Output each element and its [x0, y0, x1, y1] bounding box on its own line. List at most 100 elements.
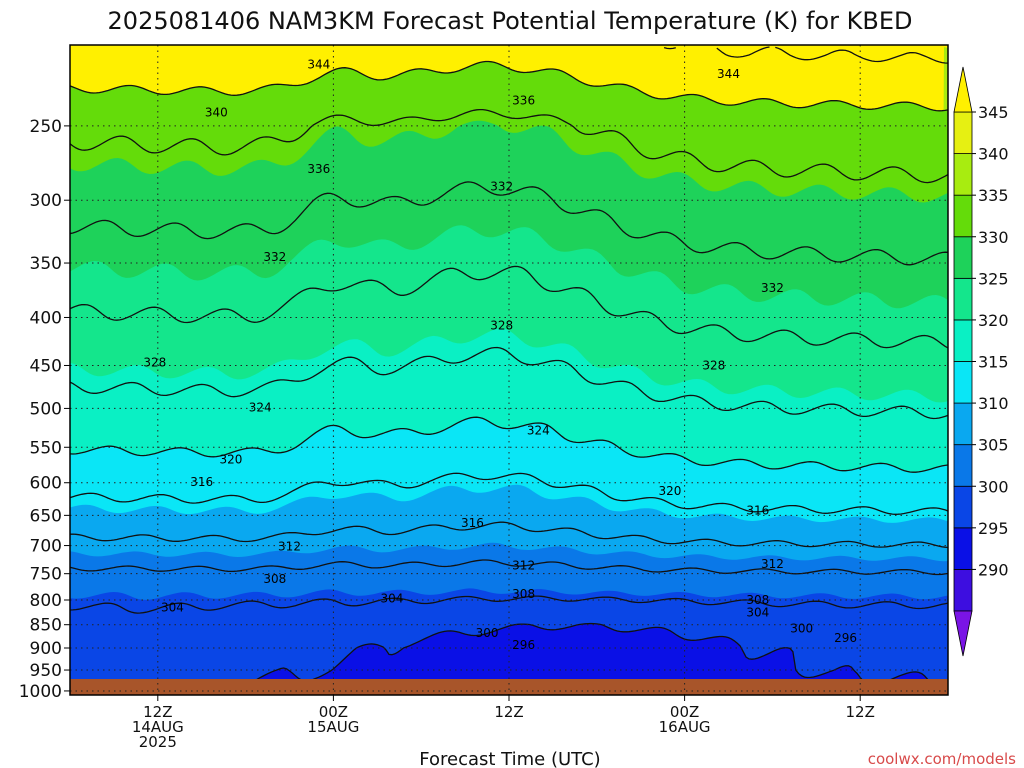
contour-label: 304 [161, 601, 184, 615]
x-tick-label: 12Z [494, 703, 523, 721]
contour-label: 316 [190, 475, 213, 489]
colorbar-cell [953, 361, 973, 404]
colorbar-cell [953, 111, 973, 154]
colorbar-cell [953, 236, 973, 279]
band-300 [70, 623, 948, 695]
y-tick-label: 1000 [19, 682, 62, 702]
x-tick-label: 16AUG [659, 718, 711, 736]
y-tick-label: 550 [30, 438, 62, 458]
y-tick-label: 900 [30, 639, 62, 659]
contour-label: 300 [476, 626, 499, 640]
contour-328 [70, 265, 948, 349]
colorbar: 345 340 335 330 325 320 315 310 305 300 295 290 [953, 66, 1009, 657]
y-tick-label: 850 [30, 616, 62, 636]
contour-label: 332 [761, 281, 784, 295]
contour-label: 336 [512, 94, 535, 108]
contour-label: 320 [659, 484, 682, 498]
colorbar-cell [953, 153, 973, 196]
contour-344 [663, 46, 948, 64]
contour-label: 308 [512, 587, 535, 601]
colorbar-label: 320 [978, 311, 1009, 330]
contour-label: 324 [249, 401, 272, 415]
x-tick-label: 14AUG [132, 718, 184, 736]
contour-340 [70, 60, 948, 112]
contour-label: 340 [205, 106, 228, 120]
colorbar-arrow-top [953, 66, 973, 113]
y-tick-label: 700 [30, 537, 62, 557]
contour-label: 296 [834, 631, 857, 645]
colorbar-label: 290 [978, 560, 1009, 579]
contour-label: 312 [278, 540, 301, 554]
contour-lines [70, 46, 948, 692]
contour-label: 300 [790, 622, 813, 636]
colorbar-label: 340 [978, 145, 1009, 164]
contour-320 [70, 416, 948, 473]
contour-label: 312 [512, 558, 535, 572]
contour-label: 296 [512, 638, 535, 652]
colorbar-cell [953, 485, 973, 529]
contour-label: 344 [717, 67, 740, 81]
colorbar-label: 330 [978, 228, 1009, 247]
contour-label: 316 [746, 503, 769, 517]
grid-lines [70, 45, 948, 695]
contour-label: 328 [143, 356, 166, 370]
colorbar-label: 325 [978, 269, 1009, 288]
colorbar-arrow-bottom [953, 610, 973, 657]
colorbar-label: 335 [978, 186, 1009, 205]
y-tick-label: 600 [30, 474, 62, 494]
x-tick-label: 12Z [846, 703, 875, 721]
plot-area: 344 344 340 336 336 332 332 332 328 328 328 324 324 3… [70, 45, 948, 695]
contour-label: 332 [263, 250, 286, 264]
colorbar-label: 305 [978, 436, 1009, 455]
contour-label: 328 [490, 319, 513, 333]
x-tick-label: 2025 [139, 733, 177, 751]
surface-terrain [70, 679, 948, 695]
colorbar-cell [953, 444, 973, 487]
y-tick-label: 350 [30, 254, 62, 274]
colorbar-label: 315 [978, 353, 1009, 372]
contour-label: 328 [702, 358, 725, 372]
contour-324 [70, 346, 948, 420]
y-tick-label: 750 [30, 565, 62, 585]
colorbar-cell [953, 194, 973, 238]
y-tick-label: 500 [30, 399, 62, 419]
contour-label: 312 [761, 557, 784, 571]
y-tick-label: 250 [30, 117, 62, 137]
y-tick-label: 300 [30, 191, 62, 211]
contour-label: 324 [527, 424, 550, 438]
contour-label: 332 [490, 179, 513, 193]
y-tick-label: 650 [30, 506, 62, 526]
x-tick-label: 15AUG [307, 718, 359, 736]
colorbar-label: 300 [978, 477, 1009, 496]
x-tick-label: 00Z [319, 703, 348, 721]
colorbar-cell [953, 402, 973, 446]
y-tick-label: 950 [30, 661, 62, 681]
colorbar-label: 310 [978, 394, 1009, 413]
y-tick-label: 400 [30, 308, 62, 328]
y-tick-label: 800 [30, 591, 62, 611]
colorbar-cell [953, 569, 973, 612]
contour-label: 304 [746, 606, 769, 620]
contour-label: 304 [380, 591, 403, 605]
contour-label: 308 [746, 593, 769, 607]
colorbar-cell [953, 527, 973, 570]
x-tick-label: 00Z [670, 703, 699, 721]
x-tick-label: 12Z [143, 703, 172, 721]
contour-label: 336 [307, 162, 330, 176]
colorbar-label: 345 [978, 103, 1009, 122]
contour-label: 308 [263, 572, 286, 586]
y-axis-ticks: 250 300 350 400 450 500 550 600 650 700 750 800 850 9… [19, 117, 70, 702]
contour-label: 316 [461, 516, 484, 530]
colorbar-cell [953, 319, 973, 362]
credit-text: coolwx.com/models [868, 750, 1016, 768]
x-axis-label: Forecast Time (UTC) [419, 749, 600, 768]
contour-label: 344 [307, 57, 330, 71]
colorbar-label: 295 [978, 519, 1009, 538]
contour-labels: 344 344 340 336 336 332 332 332 328 328 328 324 324 3… [143, 57, 857, 651]
contour-label: 320 [220, 453, 243, 467]
colorbar-cell [953, 277, 973, 321]
y-tick-label: 450 [30, 356, 62, 376]
contour-304 [70, 595, 948, 614]
